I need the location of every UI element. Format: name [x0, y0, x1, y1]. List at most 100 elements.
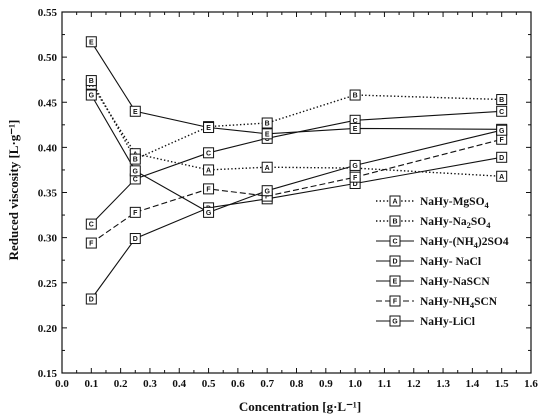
legend-label: NaHy-Na2SO4	[420, 216, 491, 230]
data-point-d: D	[129, 233, 141, 245]
legend-marker: E	[389, 275, 401, 287]
x-tick-label: 1.2	[407, 378, 421, 390]
data-point-c: C	[496, 105, 508, 117]
svg-text:F: F	[265, 194, 270, 201]
svg-text:D: D	[89, 297, 94, 304]
legend-entry-b: B NaHy-Na2SO4	[376, 215, 491, 230]
legend-entry-d: D NaHy- NaCl	[376, 255, 481, 268]
legend-label-tail: SCN	[474, 296, 498, 308]
svg-text:E: E	[206, 125, 211, 132]
svg-text:C: C	[353, 118, 358, 125]
data-point-b: B	[261, 117, 273, 129]
legend-label-subscript: 2	[467, 220, 471, 230]
legend-label-main: NaHy- NaCl	[420, 256, 481, 268]
legend-label-main: NaHy-Na	[420, 216, 467, 228]
svg-text:C: C	[265, 136, 270, 143]
series-line-d	[90, 156, 502, 300]
legend-marker: G	[389, 315, 401, 327]
svg-text:E: E	[265, 131, 270, 138]
svg-text:B: B	[89, 78, 94, 85]
legend-label: NaHy-MgSO4	[420, 196, 490, 210]
svg-text:D: D	[392, 259, 397, 266]
legend-label-tail-subscript: 4	[486, 220, 491, 230]
data-point-e: E	[349, 122, 361, 134]
legend-entry-f: F NaHy-NH4SCN	[376, 295, 498, 310]
y-tick-label: 0.55	[38, 7, 58, 19]
svg-text:F: F	[500, 137, 505, 144]
legend-marker: C	[389, 235, 401, 247]
legend-label: NaHy-NH4SCN	[420, 296, 498, 310]
legend-marker: F	[389, 295, 401, 307]
svg-text:A: A	[206, 168, 211, 175]
data-point-g: G	[261, 185, 273, 197]
x-tick-label: 1.6	[524, 378, 538, 390]
legend-label-subscript: 4	[485, 200, 490, 210]
y-tick-label: 0.40	[38, 142, 58, 154]
svg-text:G: G	[499, 128, 505, 135]
data-point-d: D	[85, 293, 97, 305]
svg-text:G: G	[264, 188, 270, 195]
data-point-e: E	[129, 105, 141, 117]
svg-text:G: G	[392, 319, 398, 326]
svg-text:G: G	[206, 210, 212, 217]
svg-text:A: A	[265, 165, 270, 172]
data-point-b: B	[349, 89, 361, 101]
x-tick-label: 0.2	[114, 378, 128, 390]
data-point-a: A	[203, 164, 215, 176]
x-tick-label: 0.6	[231, 378, 245, 390]
x-tick-label: 1.0	[348, 378, 362, 390]
x-tick-label: 0.0	[55, 378, 69, 390]
svg-text:D: D	[133, 236, 138, 243]
legend-label-subscript: 4	[470, 300, 475, 310]
y-tick-label: 0.35	[38, 188, 58, 200]
x-axis-title: Concentration [g·L⁻¹]	[239, 399, 361, 414]
svg-text:F: F	[353, 175, 358, 182]
svg-text:F: F	[89, 241, 94, 248]
legend-entry-a: A NaHy-MgSO4	[376, 195, 490, 210]
x-tick-label: 0.3	[143, 378, 157, 390]
data-point-a: A	[496, 170, 508, 182]
svg-text:A: A	[392, 199, 397, 206]
data-point-c: C	[203, 147, 215, 159]
legend-label-main: NaHy-(NH	[420, 236, 474, 248]
legend-entry-g: G NaHy-LiCl	[376, 315, 475, 328]
y-axis-title: Reduced viscosity [L·g⁻¹]	[6, 120, 21, 261]
svg-text:C: C	[499, 109, 504, 116]
series-line-a	[90, 83, 502, 177]
svg-text:B: B	[392, 219, 397, 226]
legend-marker: B	[389, 215, 401, 227]
data-point-g: G	[496, 124, 508, 136]
data-point-e: E	[203, 122, 215, 134]
data-point-g: G	[349, 159, 361, 171]
svg-text:F: F	[393, 299, 398, 306]
data-point-g: G	[203, 206, 215, 218]
data-point-g: G	[85, 89, 97, 101]
legend-marker: D	[389, 255, 401, 267]
svg-text:B: B	[265, 121, 270, 128]
x-tick-label: 0.1	[84, 378, 98, 390]
y-tick-label: 0.20	[38, 323, 58, 335]
y-tick-label: 0.25	[38, 278, 58, 290]
svg-text:C: C	[392, 239, 397, 246]
legend-label: NaHy-(NH4)2SO4	[420, 236, 509, 250]
y-tick-label: 0.15	[38, 368, 58, 380]
svg-text:D: D	[499, 155, 504, 162]
data-point-c: C	[85, 218, 97, 230]
svg-text:F: F	[206, 186, 211, 193]
svg-text:F: F	[133, 210, 138, 217]
data-point-b: B	[496, 94, 508, 106]
series-line-c	[90, 110, 502, 225]
data-point-f: F	[203, 183, 215, 195]
x-tick-label: 0.5	[202, 378, 216, 390]
x-tick-label: 0.8	[290, 378, 304, 390]
x-tick-label: 0.7	[260, 378, 274, 390]
data-point-e: E	[85, 36, 97, 48]
legend-entry-e: E NaHy-NaSCN	[376, 275, 490, 288]
data-point-f: F	[349, 171, 361, 183]
series-line-g	[90, 94, 502, 214]
legend-label: NaHy- NaCl	[420, 256, 481, 268]
x-tick-label: 0.9	[319, 378, 333, 390]
svg-text:C: C	[206, 150, 211, 157]
svg-text:G: G	[133, 168, 139, 175]
series-line-e	[90, 41, 502, 135]
